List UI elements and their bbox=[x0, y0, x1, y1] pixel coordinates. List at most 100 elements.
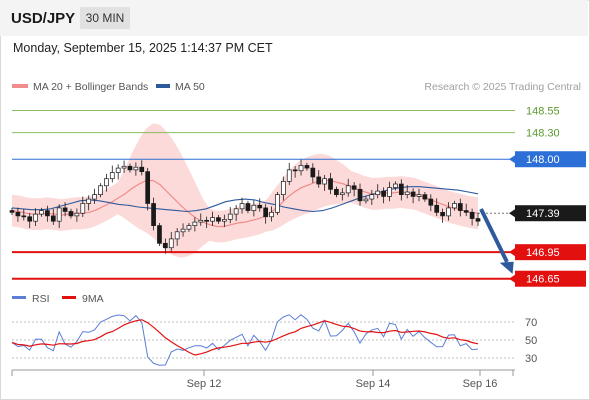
bollinger-band-fill bbox=[12, 123, 478, 258]
candle-body bbox=[233, 208, 239, 215]
rsi-legend-swatch bbox=[12, 296, 26, 299]
rsi-tick-70: 70 bbox=[525, 317, 537, 329]
candle-body bbox=[68, 211, 74, 217]
candle-body bbox=[316, 176, 322, 185]
candle-body bbox=[9, 210, 15, 213]
candle-body bbox=[210, 217, 215, 222]
candle-body bbox=[357, 188, 363, 202]
candle-body bbox=[133, 166, 139, 171]
candle-body bbox=[410, 191, 416, 197]
candle-body bbox=[275, 194, 280, 213]
candle-body bbox=[74, 212, 80, 217]
candle-body bbox=[440, 211, 445, 217]
candle-body bbox=[345, 185, 351, 194]
level-label: 147.39 bbox=[526, 208, 560, 220]
candle-body bbox=[239, 203, 245, 210]
candle-body bbox=[80, 203, 86, 214]
candle-body bbox=[322, 178, 327, 185]
candle-body bbox=[56, 207, 62, 222]
candle-body bbox=[422, 194, 428, 200]
candle-body bbox=[151, 203, 156, 226]
candle-body bbox=[168, 238, 174, 249]
candle-body bbox=[21, 215, 27, 218]
candle-body bbox=[39, 210, 44, 215]
candle-body bbox=[245, 203, 251, 211]
legend-label-ma50: MA 50 bbox=[175, 81, 205, 93]
pivot-tag-pointer bbox=[509, 155, 515, 164]
candle-body bbox=[298, 165, 304, 172]
ma9-legend-label: 9MA bbox=[82, 293, 104, 305]
candle-body bbox=[115, 167, 121, 173]
candle-body bbox=[280, 181, 286, 195]
candle-body bbox=[369, 194, 375, 200]
level-label: 146.65 bbox=[526, 274, 560, 286]
symbol-title: USD/JPY bbox=[11, 10, 76, 27]
candle-body bbox=[121, 165, 127, 169]
candle-body bbox=[186, 225, 192, 230]
candle-body bbox=[163, 242, 168, 249]
candle-body bbox=[109, 172, 115, 180]
candle-body bbox=[339, 192, 345, 195]
level-label: 148.55 bbox=[526, 106, 560, 118]
candle-body bbox=[310, 167, 316, 178]
candle-body bbox=[222, 219, 227, 222]
candle-body bbox=[104, 178, 109, 187]
candle-body bbox=[227, 213, 233, 220]
candle-body bbox=[192, 221, 198, 226]
candle-body bbox=[457, 203, 463, 211]
rsi-tick-50: 50 bbox=[525, 335, 537, 347]
candle-body bbox=[381, 190, 386, 197]
support-tag bbox=[515, 244, 586, 261]
level-label: 148.30 bbox=[526, 128, 560, 140]
candle-body bbox=[375, 190, 381, 195]
candle-body bbox=[428, 198, 434, 206]
forecast-arrow bbox=[479, 208, 514, 274]
candle-body bbox=[15, 211, 21, 217]
candle-body bbox=[127, 165, 133, 171]
candle-body bbox=[363, 198, 369, 202]
candle-body bbox=[198, 219, 204, 223]
candle-body bbox=[62, 207, 68, 212]
candle-body bbox=[269, 211, 274, 218]
candle-body bbox=[157, 225, 162, 244]
candle-body bbox=[475, 218, 481, 222]
candle-body bbox=[216, 217, 221, 222]
candle-body bbox=[33, 213, 38, 222]
candle-body bbox=[469, 211, 475, 219]
support-tag bbox=[515, 270, 586, 287]
candle-body bbox=[328, 178, 333, 190]
level-label: 146.95 bbox=[526, 247, 560, 259]
candle-body bbox=[86, 198, 92, 204]
timestamp: Monday, September 15, 2025 1:14:37 PM CE… bbox=[13, 41, 273, 55]
rsi-legend-label: RSI bbox=[32, 293, 50, 305]
candle-body bbox=[463, 210, 469, 213]
x-tick-sep14: Sep 14 bbox=[356, 378, 391, 390]
support-tag-pointer bbox=[509, 248, 515, 257]
candle-body bbox=[145, 171, 151, 204]
timeframe-button[interactable]: 30 MIN bbox=[80, 7, 130, 29]
bollinger-band bbox=[12, 123, 478, 258]
candle-body bbox=[398, 183, 404, 195]
candle-body bbox=[404, 191, 410, 195]
candle-body bbox=[292, 169, 298, 172]
x-tick-sep16: Sep 16 bbox=[463, 378, 498, 390]
pivot-tag bbox=[515, 151, 586, 168]
candle-body bbox=[139, 166, 145, 172]
candle-body bbox=[27, 216, 33, 222]
candle-body bbox=[263, 207, 268, 218]
candle-body bbox=[174, 231, 180, 240]
candle-body bbox=[334, 188, 339, 195]
legend-swatch-ma20 bbox=[12, 84, 28, 88]
candle-body bbox=[393, 183, 398, 188]
candles bbox=[9, 159, 481, 254]
candle-body bbox=[251, 204, 257, 211]
candle-body bbox=[204, 219, 210, 222]
candle-body bbox=[416, 194, 422, 197]
level-lines bbox=[12, 110, 515, 280]
candle-body bbox=[434, 204, 440, 213]
legend-swatch-ma50 bbox=[156, 84, 170, 88]
level-labels: 148.55 148.30 148.00 147.39 146.95 146.65 bbox=[509, 106, 586, 287]
ma9-legend-swatch bbox=[62, 296, 76, 299]
credit-text: Research © 2025 Trading Central bbox=[424, 81, 581, 93]
